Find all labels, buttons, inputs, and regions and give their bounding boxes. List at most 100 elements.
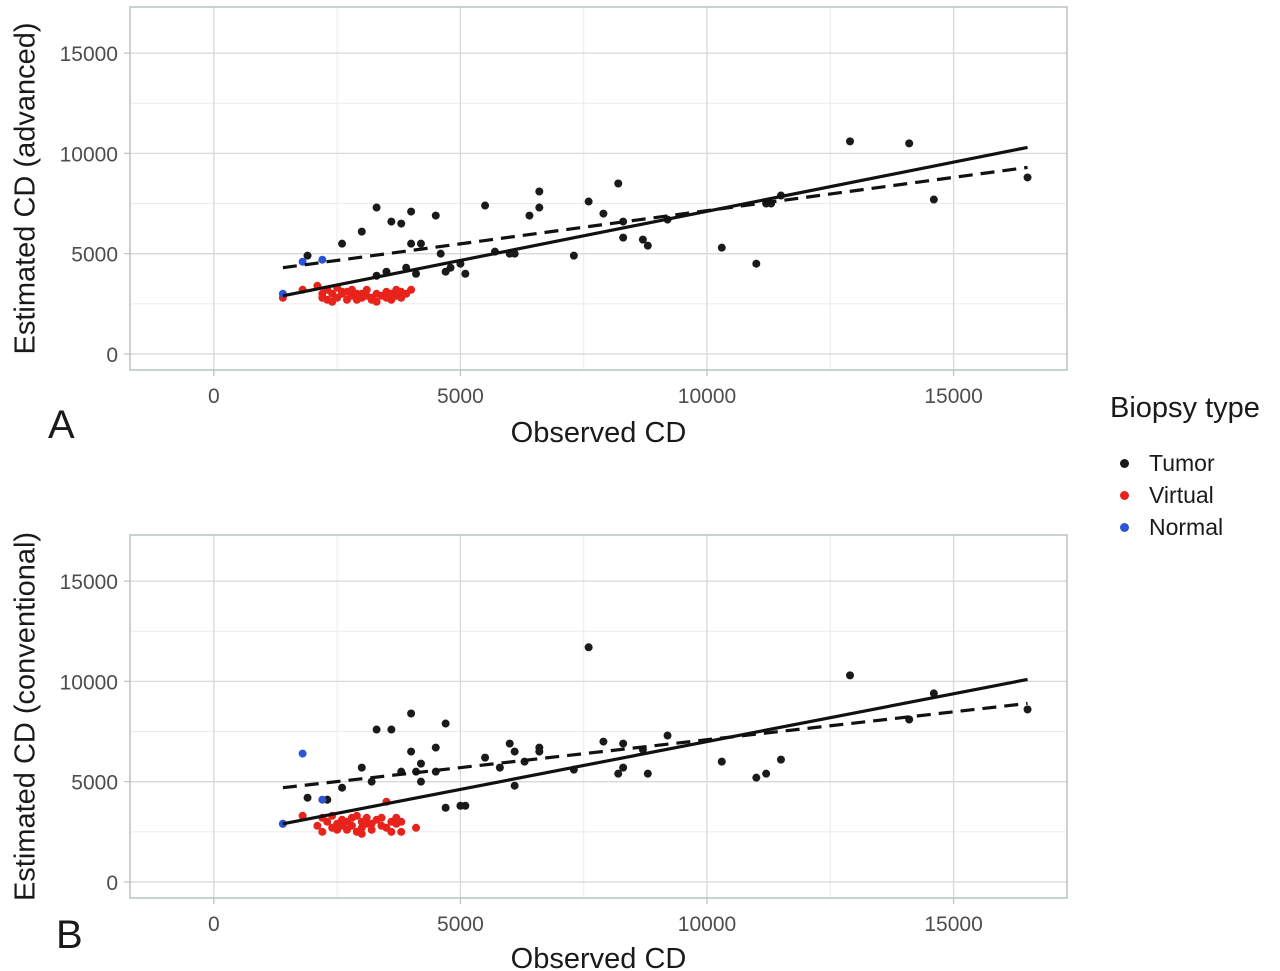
point-tumor (436, 249, 445, 258)
point-tumor (717, 243, 726, 252)
point-virtual (387, 295, 396, 304)
point-virtual (362, 285, 371, 294)
point-tumor (663, 731, 672, 740)
point-tumor (481, 753, 490, 762)
legend: Biopsy type Tumor Virtual Normal (1108, 392, 1280, 543)
point-virtual (338, 821, 347, 830)
legend-swatch-tumor (1120, 458, 1129, 468)
x-tick-label: 10000 (678, 385, 736, 408)
plot-border (129, 6, 1068, 371)
y-tick-label: 10000 (60, 143, 118, 166)
point-tumor (535, 747, 544, 756)
point-virtual (367, 819, 376, 828)
point-tumor (461, 801, 470, 810)
point-virtual (313, 821, 322, 830)
point-tumor (599, 209, 608, 218)
legend-label-tumor: Tumor (1149, 449, 1215, 476)
point-tumor (338, 239, 347, 248)
point-virtual (397, 827, 406, 836)
point-virtual (357, 829, 366, 838)
point-tumor (441, 719, 450, 728)
point-tumor (762, 769, 771, 778)
y-axis-label: Estimated CD (conventional) (10, 532, 42, 901)
point-virtual (362, 813, 371, 822)
point-normal (298, 749, 307, 758)
point-tumor (441, 803, 450, 812)
point-virtual (407, 285, 416, 294)
point-tumor (643, 241, 652, 250)
point-tumor (510, 781, 519, 790)
legend-item-normal: Normal (1108, 511, 1280, 543)
point-tumor (495, 763, 504, 772)
y-tick-label: 15000 (60, 43, 118, 66)
x-tick-label: 0 (208, 385, 220, 408)
y-tick-label: 5000 (71, 244, 118, 267)
point-tumor (717, 757, 726, 766)
point-normal (318, 255, 327, 264)
point-virtual (323, 817, 332, 826)
point-virtual (347, 821, 356, 830)
fit-line-solid (282, 145, 1028, 298)
point-tumor (510, 249, 519, 258)
point-tumor (752, 773, 761, 782)
x-tick-label: 0 (208, 913, 220, 936)
point-tumor (367, 777, 376, 786)
point-tumor (905, 139, 914, 148)
point-tumor (535, 203, 544, 212)
point-tumor (614, 179, 623, 188)
point-tumor (357, 227, 366, 236)
x-axis-label: Observed CD (511, 417, 687, 449)
point-tumor (569, 251, 578, 260)
point-tumor (643, 769, 652, 778)
point-tumor (407, 239, 416, 248)
point-tumor (1023, 173, 1032, 182)
point-tumor (303, 793, 312, 802)
x-tick-label: 15000 (924, 385, 982, 408)
point-tumor (416, 777, 425, 786)
point-tumor (407, 709, 416, 718)
point-tumor (776, 755, 785, 764)
point-virtual (338, 287, 347, 296)
point-tumor (752, 259, 761, 268)
legend-label-normal: Normal (1149, 513, 1224, 540)
point-virtual (387, 827, 396, 836)
point-tumor (446, 263, 455, 272)
legend-swatch-normal (1120, 522, 1129, 532)
point-tumor (525, 211, 534, 220)
fit-line-solid (282, 677, 1028, 826)
point-tumor (412, 269, 421, 278)
point-tumor (387, 725, 396, 734)
point-tumor (387, 217, 396, 226)
point-tumor (407, 747, 416, 756)
point-virtual (298, 811, 307, 820)
fit-line-dashed (282, 701, 1028, 790)
point-virtual (318, 293, 327, 302)
point-tumor (638, 235, 647, 244)
point-tumor (929, 195, 938, 204)
panel-label: B (56, 913, 83, 957)
point-tumor (303, 251, 312, 260)
data-layer (278, 137, 1032, 306)
point-tumor (614, 769, 623, 778)
point-virtual (352, 289, 361, 298)
x-tick-label: 10000 (678, 913, 736, 936)
point-virtual (367, 825, 376, 834)
point-virtual (377, 813, 386, 822)
point-tumor (481, 201, 490, 210)
point-normal (318, 795, 327, 804)
legend-title: Biopsy type (1110, 392, 1260, 424)
x-tick-label: 5000 (437, 913, 484, 936)
point-virtual (328, 297, 337, 306)
panel-a: 0 5000 10000 15000 0 5000 10000 15000 Observed C… (10, 6, 1068, 449)
plot-border (129, 534, 1068, 899)
x-axis-label: Observed CD (511, 943, 687, 971)
panel-label: A (48, 403, 75, 447)
point-virtual (397, 817, 406, 826)
point-tumor (535, 187, 544, 196)
point-tumor (846, 671, 855, 680)
point-tumor (505, 739, 514, 748)
point-tumor (461, 269, 470, 278)
point-virtual (412, 823, 421, 832)
point-tumor (929, 689, 938, 698)
